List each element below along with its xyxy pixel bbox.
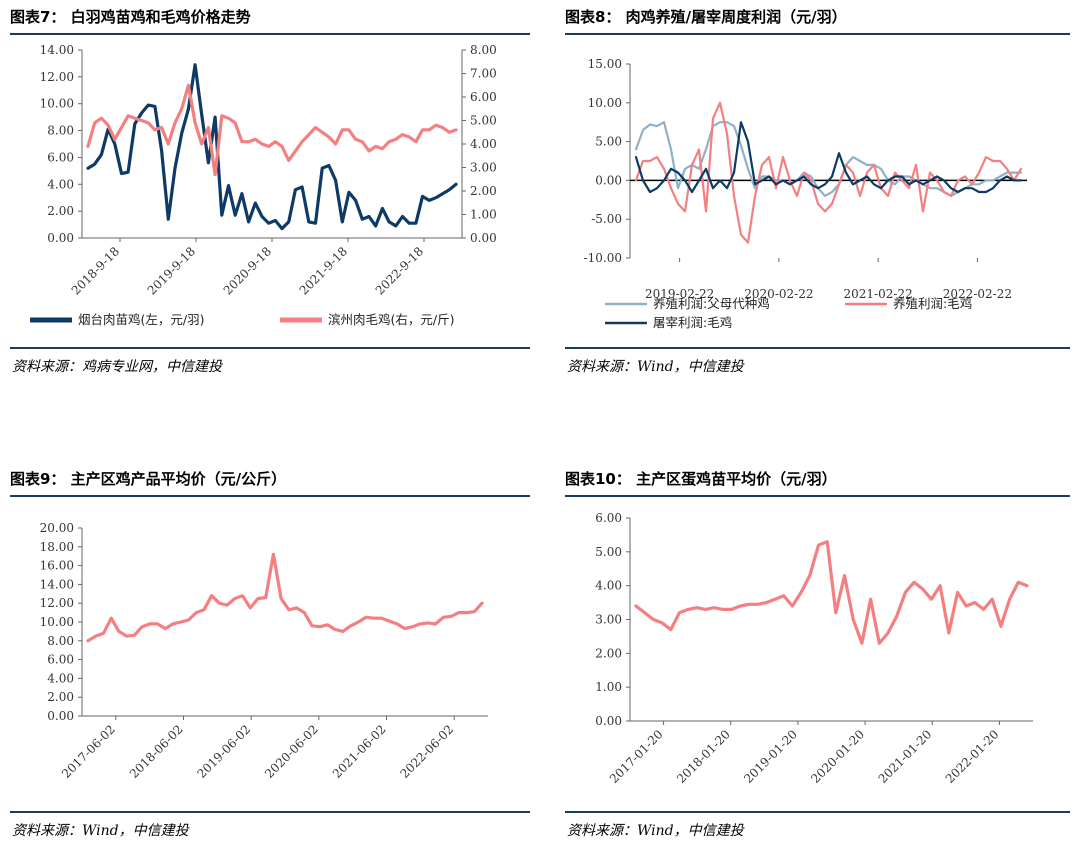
y-tick-label: 18.00 (40, 540, 74, 554)
y-tick-label: 3.00 (595, 613, 622, 627)
y-tick-label-right: 8.00 (470, 43, 497, 57)
chart-title: 图表10： 主产区蛋鸡苗平均价（元/羽） (565, 470, 837, 488)
source-rule (565, 347, 1070, 349)
source-rule (10, 347, 530, 349)
y-tick-label: 20.00 (40, 521, 74, 535)
title-rule (565, 33, 1070, 35)
y-tick-label: 12.00 (40, 70, 74, 84)
y-tick-label: 0.00 (595, 714, 622, 728)
x-tick-label: 2021-9-18 (297, 244, 350, 297)
series-line (86, 83, 458, 177)
legend-label: 烟台肉苗鸡(左，元/羽) (78, 312, 204, 327)
series-line (86, 552, 484, 643)
series-line (634, 540, 1029, 645)
x-tick-label: 2021-06-02 (330, 722, 389, 781)
y-tick-label: -10.00 (584, 251, 622, 265)
y-tick-label: 8.00 (47, 124, 74, 138)
x-tick-label: 2017-06-02 (59, 722, 118, 781)
y-tick-label: 14.00 (40, 577, 74, 591)
x-tick-label: 2019-06-02 (194, 722, 253, 781)
y-tick-label: 0.00 (595, 173, 622, 187)
legend-label: 屠宰利润:毛鸡 (653, 315, 732, 330)
legend-label: 养殖利润:毛鸡 (893, 296, 972, 311)
chart-title: 图表9： 主产区鸡产品平均价（元/公斤） (10, 470, 287, 488)
y-tick-label: 5.00 (595, 135, 622, 149)
y-tick-label: 10.00 (588, 96, 622, 110)
legend-label: 养殖利润:父母代种鸡 (653, 296, 770, 311)
chart-8-svg: -10.00 -5.00 0.00 5.00 10.00 15.00 2019-02-22 2… (584, 57, 1027, 330)
y-tick-label-right: 2.00 (470, 184, 497, 198)
chart-panel-7: 图表7： 白羽鸡苗鸡和毛鸡价格走势 0.00 2.00 4.00 6.00 8.00 10… (10, 0, 530, 420)
chart-panel-8: 图表8： 肉鸡养殖/屠宰周度利润（元/羽） -10.00 -5.00 0.00 5.0… (565, 0, 1070, 420)
chart-source: 资料来源：Wind，中信建投 (567, 823, 744, 839)
x-tick-label: 2019-9-18 (145, 244, 198, 297)
y-tick-label-right: 5.00 (470, 114, 497, 128)
chart-title: 图表8： 肉鸡养殖/屠宰周度利润（元/羽） (565, 8, 847, 26)
y-tick-label: 4.00 (47, 671, 74, 685)
x-tick-label: 2018-01-20 (674, 727, 733, 786)
chart-7-svg: 0.00 2.00 4.00 6.00 8.00 10.00 12.00 14.00 0.00 1… (30, 43, 497, 327)
y-tick-label: 6.00 (47, 653, 74, 667)
x-tick-label: 2020-02-22 (744, 287, 813, 301)
chart-source: 资料来源：鸡病专业网，中信建投 (12, 359, 222, 375)
y-tick-label-right: 3.00 (470, 161, 497, 175)
x-tick-label: 2020-9-18 (221, 244, 274, 297)
title-rule (565, 495, 1070, 497)
y-tick-label: 16.00 (40, 559, 74, 573)
y-tick-label: 5.00 (595, 545, 622, 559)
x-tick-label: 2018-06-02 (127, 722, 186, 781)
chart-source: 资料来源：Wind，中信建投 (12, 823, 189, 839)
y-tick-label-right: 7.00 (470, 67, 497, 81)
chart-panel-9: 图表9： 主产区鸡产品平均价（元/公斤） 0.00 2.00 4.00 6.00 8.0… (10, 462, 530, 847)
chart-source: 资料来源：Wind，中信建投 (567, 359, 744, 375)
series-line (634, 121, 1023, 194)
y-tick-label: 6.00 (47, 150, 74, 164)
y-tick-label: 15.00 (588, 57, 622, 71)
title-rule (10, 495, 530, 497)
x-tick-label: 2017-01-20 (607, 727, 666, 786)
y-tick-label: 0.00 (47, 709, 74, 723)
y-tick-label: 2.00 (595, 646, 622, 660)
y-tick-label: 4.00 (595, 579, 622, 593)
x-tick-label: 2018-9-18 (69, 244, 122, 297)
y-tick-label: 12.00 (40, 596, 74, 610)
x-tick-label: 2022-01-20 (943, 727, 1002, 786)
source-rule (565, 811, 1070, 813)
y-tick-label: 14.00 (40, 43, 74, 57)
y-tick-label: 4.00 (47, 177, 74, 191)
x-tick-label: 2021-02-22 (844, 287, 913, 301)
y-tick-label-right: 1.00 (470, 208, 497, 222)
x-tick-label: 2022-06-02 (397, 722, 456, 781)
chart-title: 图表7： 白羽鸡苗鸡和毛鸡价格走势 (10, 8, 251, 26)
source-rule (10, 811, 530, 813)
chart-9-svg: 0.00 2.00 4.00 6.00 8.00 10.00 12.00 14.00 16.00… (40, 521, 488, 781)
y-tick-label: 10.00 (40, 615, 74, 629)
y-tick-label: 0.00 (47, 231, 74, 245)
x-tick-label: 2019-02-22 (645, 287, 714, 301)
x-tick-label: 2020-01-20 (808, 727, 867, 786)
x-tick-label: 2019-01-20 (741, 727, 800, 786)
x-tick-label: 2022-02-22 (943, 287, 1012, 301)
x-tick-label: 2020-06-02 (262, 722, 321, 781)
y-tick-label-right: 6.00 (470, 90, 497, 104)
y-tick-label: 10.00 (40, 97, 74, 111)
y-tick-label: 6.00 (595, 511, 622, 525)
x-tick-label: 2022-9-18 (373, 244, 426, 297)
y-tick-label-right: 4.00 (470, 137, 497, 151)
title-rule (10, 33, 530, 35)
x-tick-label: 2021-01-20 (876, 727, 935, 786)
y-tick-label: 8.00 (47, 634, 74, 648)
series-line (634, 101, 1023, 244)
legend-label: 滨州肉毛鸡(右，元/斤) (328, 312, 454, 327)
series-line (86, 63, 458, 231)
chart-panel-10: 图表10： 主产区蛋鸡苗平均价（元/羽） 0.00 1.00 2.00 3.00 4.0… (565, 462, 1070, 847)
y-tick-label-right: 0.00 (470, 231, 497, 245)
y-tick-label: 2.00 (47, 204, 74, 218)
y-tick-label: 2.00 (47, 690, 74, 704)
y-tick-label: 1.00 (595, 680, 622, 694)
y-tick-label: -5.00 (591, 212, 622, 226)
